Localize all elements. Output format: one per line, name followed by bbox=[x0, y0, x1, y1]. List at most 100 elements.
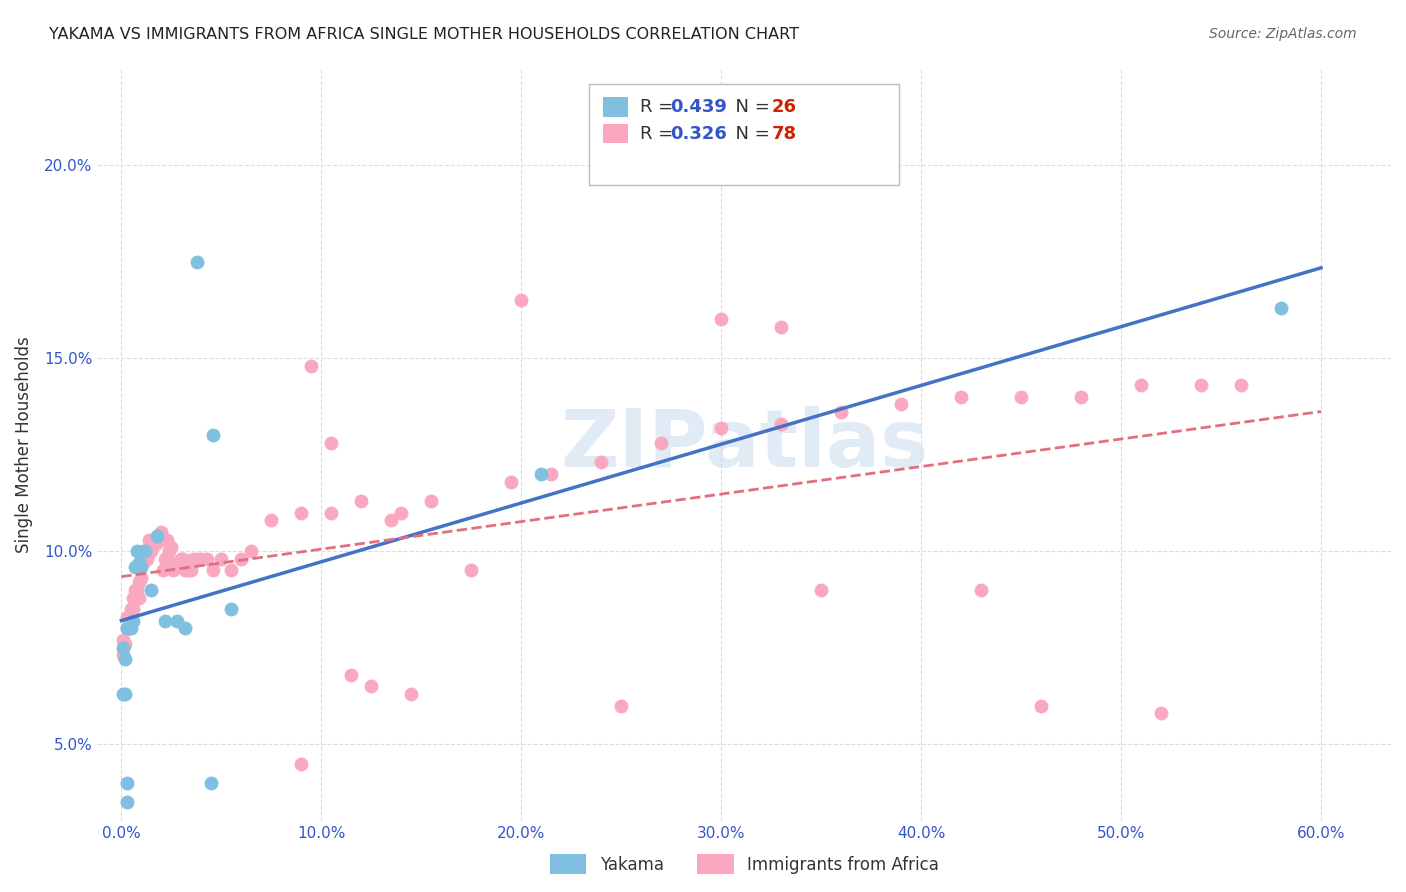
Point bbox=[1029, 698, 1052, 713]
Point bbox=[231, 552, 253, 566]
Point bbox=[143, 533, 166, 547]
Point bbox=[162, 564, 184, 578]
Point bbox=[530, 467, 553, 481]
Point bbox=[321, 436, 343, 450]
Point bbox=[127, 582, 149, 597]
Point bbox=[118, 621, 141, 635]
Point bbox=[389, 506, 412, 520]
Point bbox=[1230, 378, 1253, 392]
Point bbox=[176, 564, 198, 578]
Point bbox=[401, 687, 423, 701]
Point bbox=[114, 652, 136, 666]
Text: 78: 78 bbox=[772, 125, 797, 143]
Point bbox=[120, 614, 142, 628]
Point bbox=[221, 564, 243, 578]
Point bbox=[172, 552, 194, 566]
Point bbox=[141, 582, 163, 597]
Point bbox=[150, 524, 173, 539]
Point bbox=[540, 467, 562, 481]
Point bbox=[122, 591, 145, 605]
Point bbox=[299, 359, 322, 373]
Point bbox=[112, 632, 135, 647]
Point bbox=[112, 687, 135, 701]
Point bbox=[174, 621, 197, 635]
Text: 26: 26 bbox=[772, 98, 797, 116]
Point bbox=[240, 544, 263, 558]
Point bbox=[202, 564, 225, 578]
Text: ZIPatlas: ZIPatlas bbox=[560, 406, 928, 484]
Point bbox=[117, 621, 139, 635]
Point bbox=[179, 556, 201, 570]
Point bbox=[112, 648, 135, 663]
Point bbox=[221, 602, 243, 616]
Point bbox=[165, 556, 187, 570]
Point bbox=[136, 552, 159, 566]
Point bbox=[156, 533, 179, 547]
Point bbox=[380, 513, 402, 527]
Text: R =: R = bbox=[640, 125, 679, 143]
Point bbox=[118, 621, 141, 635]
Point bbox=[510, 293, 533, 308]
Point bbox=[117, 776, 139, 790]
Point bbox=[152, 564, 174, 578]
Text: N =: N = bbox=[724, 98, 776, 116]
Text: N =: N = bbox=[724, 125, 776, 143]
Point bbox=[290, 506, 312, 520]
Point bbox=[1070, 390, 1092, 404]
Point bbox=[128, 575, 150, 590]
Point bbox=[124, 582, 146, 597]
Point bbox=[970, 582, 993, 597]
Point bbox=[770, 320, 793, 334]
Point bbox=[650, 436, 672, 450]
Point bbox=[117, 621, 139, 635]
Point bbox=[710, 312, 733, 326]
Point bbox=[122, 614, 145, 628]
Point bbox=[155, 552, 177, 566]
Point bbox=[200, 776, 222, 790]
Point bbox=[124, 591, 146, 605]
Point bbox=[1150, 706, 1173, 721]
Point bbox=[710, 420, 733, 434]
Point bbox=[174, 564, 197, 578]
Point bbox=[117, 795, 139, 809]
Point bbox=[180, 564, 202, 578]
Point bbox=[1189, 378, 1212, 392]
Point bbox=[114, 637, 136, 651]
Point bbox=[120, 602, 142, 616]
Point bbox=[190, 552, 212, 566]
Point bbox=[186, 552, 208, 566]
Point bbox=[131, 571, 153, 585]
Point bbox=[591, 455, 613, 469]
Point bbox=[195, 552, 218, 566]
Point bbox=[501, 475, 523, 489]
Point bbox=[155, 614, 177, 628]
Point bbox=[146, 529, 169, 543]
Point bbox=[321, 506, 343, 520]
Point bbox=[290, 756, 312, 771]
Point bbox=[166, 559, 188, 574]
Point bbox=[134, 552, 156, 566]
Legend: Yakama, Immigrants from Africa: Yakama, Immigrants from Africa bbox=[543, 847, 945, 881]
Point bbox=[117, 609, 139, 624]
Point bbox=[114, 687, 136, 701]
Text: 0.439: 0.439 bbox=[671, 98, 727, 116]
Point bbox=[186, 254, 208, 268]
Point bbox=[142, 536, 165, 550]
Text: YAKAMA VS IMMIGRANTS FROM AFRICA SINGLE MOTHER HOUSEHOLDS CORRELATION CHART: YAKAMA VS IMMIGRANTS FROM AFRICA SINGLE … bbox=[49, 27, 799, 42]
Point bbox=[128, 591, 150, 605]
Point bbox=[420, 494, 443, 508]
Text: R =: R = bbox=[640, 98, 679, 116]
Point bbox=[360, 679, 382, 693]
Point bbox=[1270, 301, 1292, 315]
Point bbox=[112, 640, 135, 655]
Point bbox=[1130, 378, 1153, 392]
Point bbox=[770, 417, 793, 431]
Point bbox=[134, 544, 156, 558]
Point bbox=[202, 428, 225, 442]
Point bbox=[132, 556, 155, 570]
Point bbox=[340, 667, 363, 681]
Point bbox=[141, 544, 163, 558]
Point bbox=[610, 698, 633, 713]
Point bbox=[157, 544, 180, 558]
Point bbox=[890, 397, 912, 411]
